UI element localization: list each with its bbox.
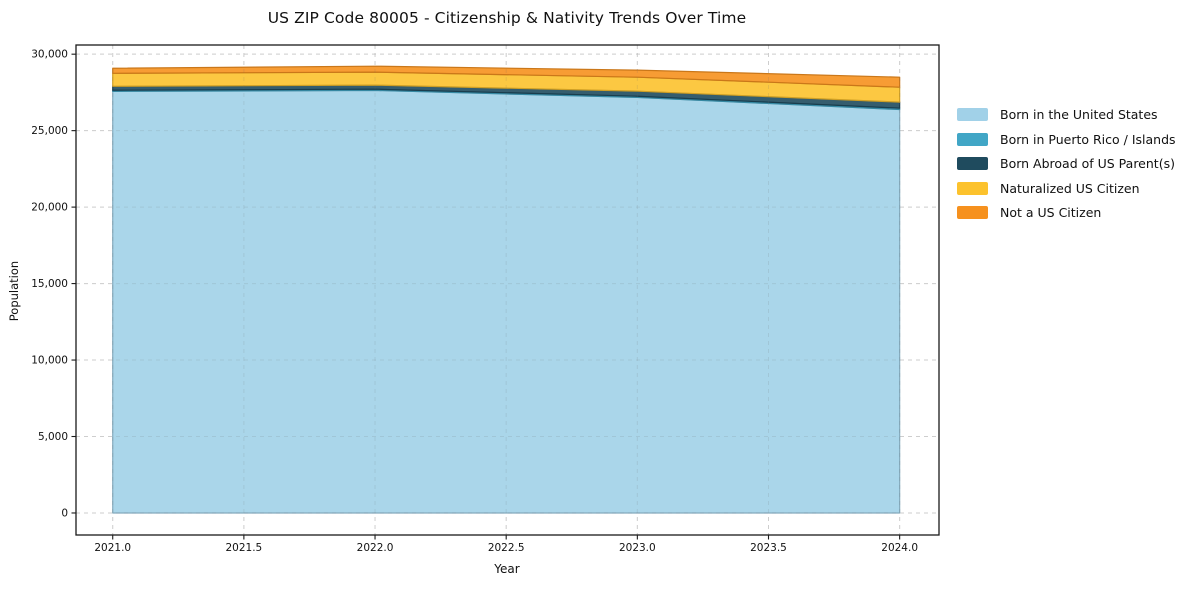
x-tick-label: 2022.5 xyxy=(488,542,525,554)
gridlines-overlay xyxy=(76,45,939,535)
legend-label: Naturalized US Citizen xyxy=(1000,180,1140,196)
area-series-4 xyxy=(112,65,901,88)
y-tick-label: 20,000 xyxy=(31,202,68,214)
legend-item: Not a US Citizen xyxy=(957,206,1176,219)
y-tick-label: 25,000 xyxy=(31,125,68,137)
x-tick-label: 2023.5 xyxy=(750,542,787,554)
y-tick-label: 15,000 xyxy=(31,278,68,290)
legend-swatch xyxy=(957,108,988,121)
axis-tick-labels: 2021.0 2021.5 2022.0 2022.5 2023.0 2023.5 2024… xyxy=(31,49,918,555)
legend-item: Naturalized US Citizen xyxy=(957,180,1176,196)
legend-item: Born in the United States xyxy=(957,108,1176,121)
y-axis-label: Population xyxy=(7,260,21,322)
legend-swatch xyxy=(957,157,988,170)
legend-swatch xyxy=(957,181,988,195)
legend: Born in the United States Born in Puerto … xyxy=(957,108,1176,231)
chart-title: US ZIP Code 80005 - Citizenship & Nativi… xyxy=(267,9,747,27)
legend-label: Born in Puerto Rico / Islands xyxy=(1000,131,1176,147)
y-tick-label: 0 xyxy=(61,507,68,519)
legend-label: Not a US Citizen xyxy=(1000,205,1102,220)
x-tick-label: 2022.0 xyxy=(357,542,394,554)
y-tick-label: 30,000 xyxy=(31,49,68,61)
x-tick-label: 2021.0 xyxy=(94,542,131,554)
legend-swatch xyxy=(957,132,988,146)
x-tick-label: 2024.0 xyxy=(881,542,918,554)
stacked-areas xyxy=(112,65,901,514)
x-tick-label: 2023.0 xyxy=(619,542,656,554)
legend-label: Born Abroad of US Parent(s) xyxy=(1000,156,1175,171)
y-tick-label: 5,000 xyxy=(38,431,68,443)
axis-ticks xyxy=(71,53,901,540)
legend-item: Born Abroad of US Parent(s) xyxy=(957,157,1176,170)
legend-swatch xyxy=(957,206,988,219)
legend-label: Born in the United States xyxy=(1000,107,1158,122)
y-tick-label: 10,000 xyxy=(31,355,68,367)
x-tick-label: 2021.5 xyxy=(226,542,263,554)
legend-item: Born in Puerto Rico / Islands xyxy=(957,131,1176,147)
x-axis-label: Year xyxy=(494,562,520,576)
plot-border xyxy=(75,44,940,536)
